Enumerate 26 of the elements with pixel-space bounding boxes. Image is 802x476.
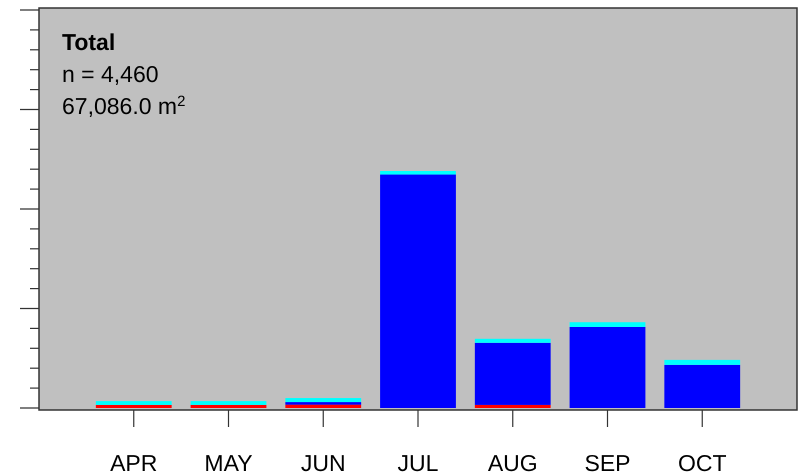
bar	[380, 171, 456, 175]
bar	[285, 402, 362, 405]
x-tick-label: MAY	[204, 450, 253, 476]
bar	[190, 404, 266, 408]
x-tick-label: JUL	[398, 450, 439, 476]
bar	[474, 338, 551, 343]
x-tick-label: APR	[110, 450, 158, 476]
bar	[190, 401, 266, 405]
bar	[380, 174, 456, 408]
x-tick-label: AUG	[488, 450, 538, 476]
chart-title: Total	[62, 29, 116, 55]
bar	[664, 364, 740, 408]
x-tick-label: OCT	[678, 450, 727, 476]
bar	[96, 401, 172, 405]
text: 67,086.0 m$^{2}$	[62, 92, 186, 119]
x-tick-label: JUN	[300, 450, 346, 476]
bar	[96, 404, 172, 408]
bar	[664, 360, 740, 365]
bar	[474, 342, 551, 405]
bar	[570, 322, 646, 327]
bar	[285, 404, 362, 408]
x-tick-label: SEP	[584, 450, 631, 476]
bar	[570, 326, 646, 408]
text: n = 4,460	[62, 61, 159, 87]
bar	[285, 398, 362, 402]
bar	[474, 404, 551, 408]
